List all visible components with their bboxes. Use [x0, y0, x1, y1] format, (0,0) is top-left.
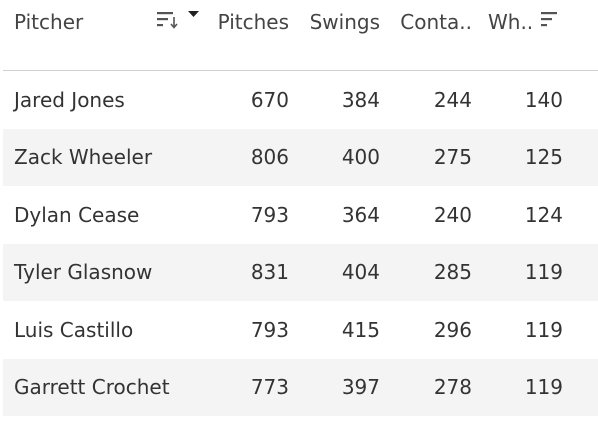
pitcher-name: Luis Castillo: [14, 317, 134, 342]
header-divider: [3, 70, 598, 71]
contacts-cell: 244: [433, 87, 472, 112]
contacts-cell: 278: [433, 375, 472, 400]
contacts-cell: 285: [433, 260, 472, 285]
pitcher-name: Jared Jones: [14, 87, 125, 112]
pitches-cell: 793: [250, 317, 289, 342]
swings-cell: 384: [341, 87, 380, 112]
sort-icon[interactable]: [156, 10, 202, 32]
whiffs-cell: 140: [524, 87, 563, 112]
whiffs-cell: 119: [524, 317, 563, 342]
whiffs-cell: 119: [524, 260, 563, 285]
swings-cell: 400: [341, 145, 380, 170]
contacts-cell: 275: [433, 145, 472, 170]
pitches-cell: 793: [250, 202, 289, 227]
contacts-cell: 240: [433, 202, 472, 227]
header-contacts[interactable]: Conta..: [400, 10, 472, 34]
contacts-cell: 296: [433, 317, 472, 342]
header-pitcher[interactable]: Pitcher: [14, 10, 84, 34]
header-pitches[interactable]: Pitches: [217, 10, 289, 34]
swings-cell: 404: [341, 260, 380, 285]
sort-icon[interactable]: [540, 11, 560, 31]
swings-cell: 415: [341, 317, 380, 342]
table-row[interactable]: [3, 243, 598, 301]
header-swings[interactable]: Swings: [309, 10, 380, 34]
pitcher-name: Zack Wheeler: [14, 145, 153, 170]
whiffs-cell: 119: [524, 375, 563, 400]
pitcher-name: Tyler Glasnow: [14, 260, 153, 285]
pitches-cell: 670: [250, 87, 289, 112]
swings-cell: 397: [341, 375, 380, 400]
pitcher-name: Garrett Crochet: [14, 375, 170, 400]
swings-cell: 364: [341, 202, 380, 227]
table-row[interactable]: [3, 358, 598, 416]
pitches-cell: 831: [250, 260, 289, 285]
header-whiffs[interactable]: Wh..: [488, 10, 534, 34]
whiffs-cell: 124: [524, 202, 563, 227]
pitches-cell: 773: [250, 375, 289, 400]
table-row[interactable]: [3, 128, 598, 186]
pitches-cell: 806: [250, 145, 289, 170]
pitcher-name: Dylan Cease: [14, 202, 140, 227]
whiffs-cell: 125: [524, 145, 563, 170]
